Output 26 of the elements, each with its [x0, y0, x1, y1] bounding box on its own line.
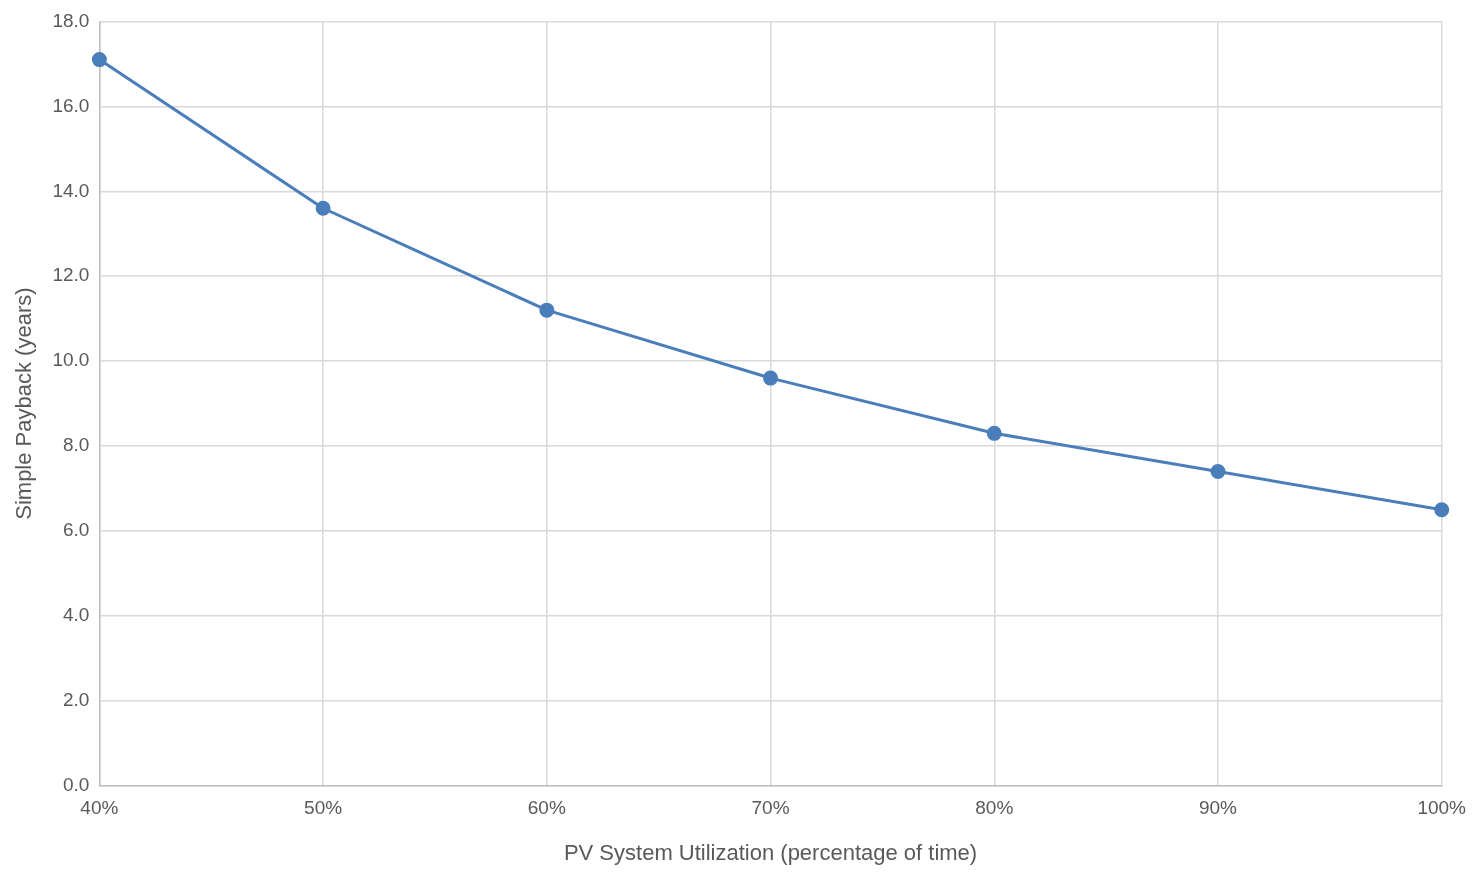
- x-tick-label: 80%: [975, 797, 1014, 819]
- x-tick-label: 100%: [1417, 797, 1467, 819]
- point: [539, 302, 555, 318]
- point: [1434, 502, 1450, 518]
- x-tick-label: 70%: [751, 797, 790, 819]
- point: [91, 52, 107, 68]
- y-tick-label: 8.0: [62, 434, 90, 456]
- y-tick-label: 0.0: [62, 774, 90, 796]
- point: [1210, 464, 1226, 480]
- y-tick-label: 12.0: [52, 264, 90, 286]
- y-tick-label: 16.0: [52, 94, 90, 116]
- y-tick-label: 10.0: [52, 349, 90, 371]
- y-axis-title: Simple Payback (years): [11, 287, 37, 520]
- y-tick-label: 4.0: [62, 604, 90, 626]
- x-axis-title: PV System Utilization (percentage of time): [563, 839, 978, 865]
- x-tick-label: 50%: [304, 797, 343, 819]
- point: [763, 370, 779, 386]
- y-tick-label: 6.0: [62, 519, 90, 541]
- y-tick-label: 18.0: [52, 9, 90, 31]
- point: [986, 425, 1002, 441]
- y-tick-label: 14.0: [52, 179, 90, 201]
- y-tick-label: 2.0: [62, 689, 90, 711]
- point: [315, 200, 331, 216]
- x-tick-label: 40%: [80, 797, 119, 819]
- x-tick-label: 60%: [527, 797, 566, 819]
- x-tick-label: 90%: [1198, 797, 1238, 819]
